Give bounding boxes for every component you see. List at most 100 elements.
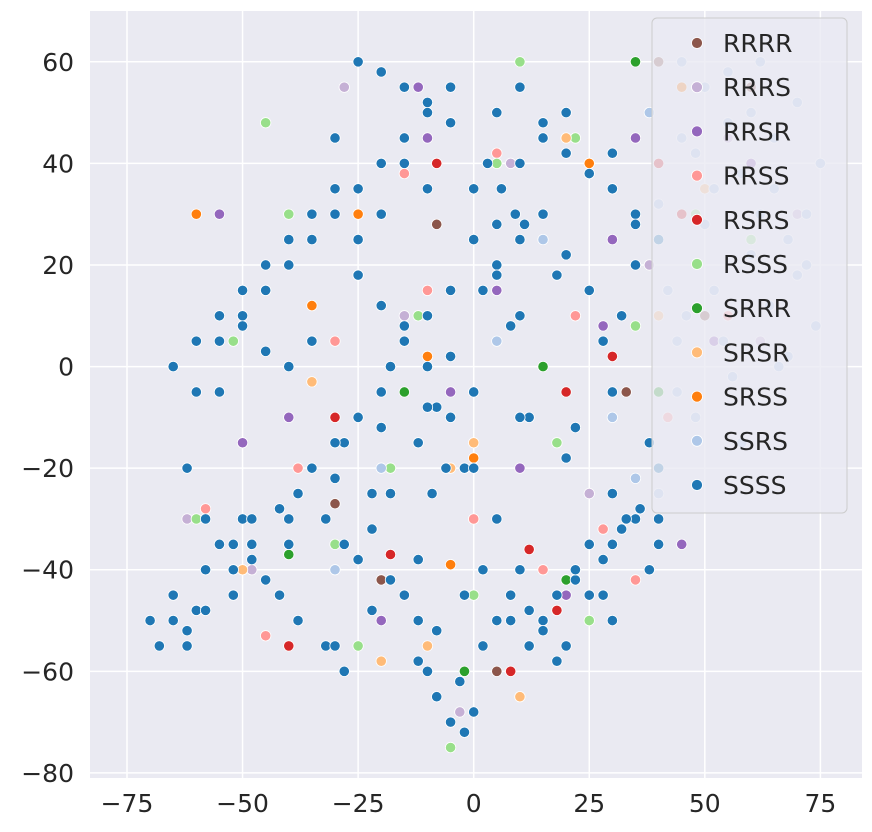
legend-label-rrsr: RRSR — [723, 117, 791, 146]
point-ssss — [514, 411, 526, 423]
point-ssss — [384, 574, 397, 586]
point-ssss — [338, 437, 350, 449]
point-ssss — [384, 487, 397, 500]
point-ssrs — [329, 564, 341, 576]
point-ssss — [329, 472, 341, 484]
point-ssss — [652, 513, 665, 525]
point-rrsr — [444, 386, 457, 398]
point-ssss — [514, 310, 526, 322]
point-ssss — [306, 335, 318, 347]
point-ssss — [491, 106, 503, 119]
point-ssss — [375, 66, 387, 78]
point-ssss — [514, 81, 526, 93]
point-ssss — [560, 249, 572, 261]
point-ssss — [514, 564, 526, 576]
point-ssss — [551, 589, 563, 601]
point-rsrs — [505, 665, 517, 677]
point-ssss — [329, 132, 341, 144]
point-ssss — [569, 564, 581, 576]
point-ssss — [537, 614, 549, 627]
point-rrsr — [676, 538, 688, 550]
point-ssss — [199, 564, 212, 576]
point-ssss — [352, 411, 364, 423]
legend-marker-srrr — [691, 302, 703, 315]
point-ssss — [398, 81, 410, 93]
legend-label-rrrs: RRRS — [723, 73, 791, 102]
point-rrsr — [236, 437, 249, 449]
point-ssss — [283, 513, 295, 525]
point-srsr — [560, 132, 572, 144]
point-ssss — [283, 233, 295, 246]
point-ssss — [329, 640, 341, 652]
point-rsrs — [384, 548, 397, 561]
point-ssss — [236, 310, 249, 322]
point-srss — [190, 208, 202, 220]
point-ssss — [320, 513, 332, 525]
point-ssss — [421, 401, 434, 413]
point-ssss — [329, 208, 341, 220]
point-rrss — [468, 513, 480, 525]
point-ssss — [616, 310, 628, 322]
point-rsss — [583, 614, 595, 627]
y-axis-ticks: −80 −60 −40 −20 0 20 40 60 — [21, 48, 74, 788]
point-ssss — [398, 320, 410, 332]
y-tick-label: −60 — [21, 657, 74, 686]
point-rsss — [260, 117, 272, 129]
point-rsss — [227, 335, 239, 347]
point-rrss — [421, 284, 434, 296]
legend-label-srrr: SRRR — [723, 294, 791, 323]
point-rsss — [444, 741, 457, 754]
point-ssss — [468, 233, 480, 246]
point-srsr — [468, 437, 480, 449]
point-rsss — [329, 538, 341, 550]
point-ssss — [518, 218, 531, 230]
point-ssss — [597, 553, 609, 566]
point-ssss — [629, 218, 642, 230]
point-ssss — [458, 726, 471, 738]
point-ssss — [366, 604, 378, 616]
point-ssss — [398, 335, 410, 347]
point-ssss — [606, 487, 618, 500]
point-ssss — [375, 421, 387, 434]
point-srss — [444, 559, 457, 571]
point-rrsr — [213, 208, 226, 220]
point-rsss — [468, 589, 480, 601]
point-rrss — [292, 462, 304, 474]
point-ssrs — [537, 233, 549, 246]
point-ssss — [560, 147, 572, 159]
point-rrrr — [431, 218, 443, 230]
point-ssss — [320, 640, 332, 652]
point-ssss — [583, 589, 595, 601]
point-ssss — [260, 259, 272, 271]
point-ssss — [444, 411, 457, 423]
point-rrss — [491, 147, 503, 159]
point-ssss — [560, 106, 572, 119]
point-ssss — [352, 553, 364, 566]
point-ssss — [227, 564, 239, 576]
point-rsrs — [606, 350, 618, 363]
point-ssss — [431, 691, 443, 703]
point-ssss — [606, 147, 618, 159]
point-ssss — [491, 218, 503, 230]
point-ssss — [629, 208, 642, 220]
point-ssss — [444, 81, 457, 93]
point-rsss — [190, 513, 202, 525]
point-rsrs — [560, 386, 572, 398]
point-ssss — [412, 437, 424, 449]
point-ssss — [412, 553, 424, 566]
point-rrrs — [246, 564, 258, 576]
point-ssss — [329, 183, 341, 195]
point-ssrs — [491, 335, 503, 347]
legend-marker-ssss — [691, 479, 703, 491]
point-ssss — [523, 411, 535, 423]
point-ssss — [537, 208, 549, 220]
point-rrrs — [454, 706, 466, 718]
point-ssss — [468, 706, 480, 718]
y-tick-label: 60 — [42, 48, 74, 77]
point-ssss — [292, 614, 304, 627]
point-ssss — [366, 487, 378, 500]
point-rsss — [412, 310, 424, 322]
point-ssss — [421, 310, 434, 322]
point-srrr — [283, 548, 295, 561]
point-ssss — [569, 574, 581, 586]
